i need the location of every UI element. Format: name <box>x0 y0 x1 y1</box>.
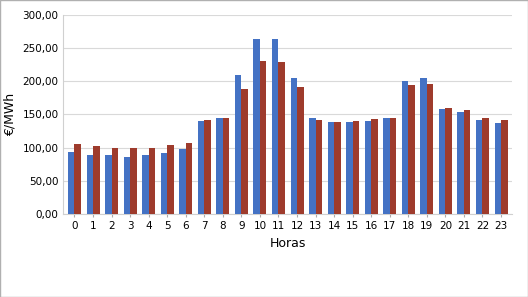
Bar <box>420 78 427 214</box>
Y-axis label: €/MWh: €/MWh <box>4 93 17 136</box>
Bar <box>334 122 341 214</box>
Bar <box>87 155 93 214</box>
Bar <box>309 118 316 214</box>
Bar <box>216 118 223 214</box>
Bar <box>272 40 278 214</box>
Bar <box>204 120 211 214</box>
Bar <box>161 154 167 214</box>
Bar <box>74 144 81 214</box>
Bar <box>235 75 241 214</box>
Bar <box>402 80 408 214</box>
Bar <box>130 148 137 214</box>
Bar <box>124 157 130 214</box>
Bar <box>495 123 501 214</box>
Bar <box>68 152 74 214</box>
Bar <box>253 40 260 214</box>
Bar <box>93 146 99 214</box>
X-axis label: Horas: Horas <box>270 237 306 250</box>
Bar <box>260 61 267 214</box>
Bar <box>371 119 378 214</box>
Bar <box>328 122 334 214</box>
Bar <box>241 89 248 214</box>
Bar <box>149 148 155 214</box>
Bar <box>464 110 470 214</box>
Bar <box>111 148 118 214</box>
Bar <box>483 118 489 214</box>
Bar <box>457 112 464 214</box>
Bar <box>365 121 371 214</box>
Bar <box>290 78 297 214</box>
Bar <box>142 155 149 214</box>
Bar <box>383 118 390 214</box>
Bar <box>408 85 415 214</box>
Bar <box>346 122 353 214</box>
Bar <box>223 118 229 214</box>
Bar <box>390 118 396 214</box>
Bar <box>427 84 433 214</box>
Bar <box>180 149 186 214</box>
Bar <box>297 87 304 214</box>
Bar <box>198 121 204 214</box>
Bar <box>278 62 285 214</box>
Bar <box>439 109 446 214</box>
Bar <box>353 121 359 214</box>
Bar <box>446 108 452 214</box>
Bar <box>501 120 507 214</box>
Bar <box>167 145 174 214</box>
Bar <box>186 143 192 214</box>
Bar <box>316 120 322 214</box>
Bar <box>476 120 483 214</box>
Bar <box>105 155 111 214</box>
